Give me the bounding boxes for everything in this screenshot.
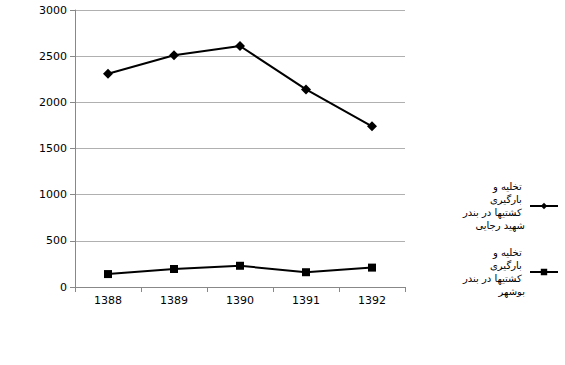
svg-text:1000: 1000	[39, 188, 67, 201]
svg-text:بوشهر: بوشهر	[498, 286, 525, 298]
svg-text:2000: 2000	[39, 96, 67, 109]
svg-text:500: 500	[46, 234, 67, 247]
svg-text:1390: 1390	[226, 294, 254, 307]
svg-text:بارگیری: بارگیری	[490, 260, 525, 271]
svg-text:2500: 2500	[39, 50, 67, 63]
svg-text:3000: 3000	[39, 4, 67, 17]
svg-text:1388: 1388	[94, 294, 122, 307]
svg-text:تخلیه و: تخلیه و	[492, 247, 525, 259]
svg-text:1500: 1500	[39, 142, 67, 155]
svg-text:1391: 1391	[292, 294, 320, 307]
svg-text:1392: 1392	[358, 294, 386, 307]
svg-text:شهید رجایی: شهید رجایی	[475, 220, 525, 232]
svg-text:کشتیها در بندر: کشتیها در بندر	[462, 273, 525, 285]
svg-text:کشتیها در بندر: کشتیها در بندر	[462, 207, 525, 219]
svg-text:0: 0	[60, 281, 67, 294]
svg-text:1389: 1389	[160, 294, 188, 307]
svg-text:بارگیری: بارگیری	[490, 194, 525, 205]
svg-text:تخلیه و: تخلیه و	[492, 181, 525, 193]
